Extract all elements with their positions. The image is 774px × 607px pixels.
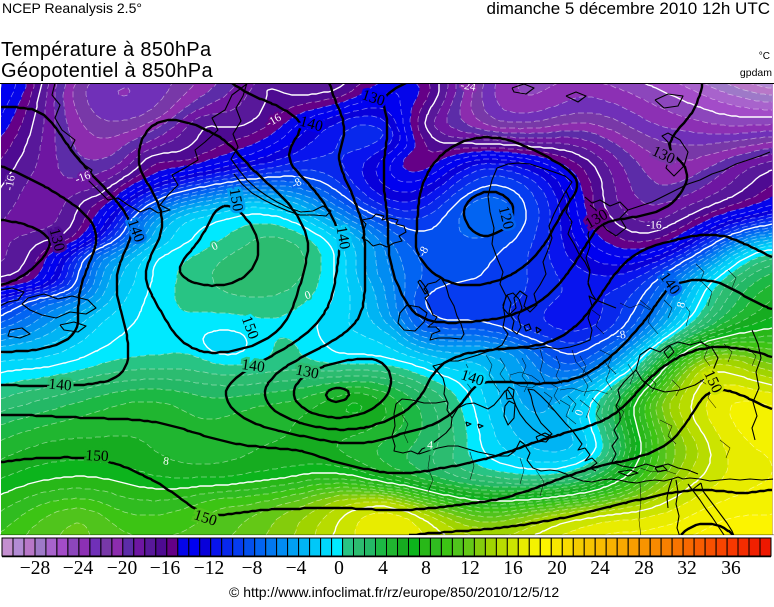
svg-text:-8: -8 (615, 329, 627, 343)
svg-text:20: 20 (547, 558, 567, 579)
svg-text:0: 0 (334, 558, 344, 579)
svg-text:140: 140 (48, 376, 73, 395)
svg-text:4: 4 (378, 558, 388, 579)
svg-text:12: 12 (460, 558, 480, 579)
svg-text:−16: −16 (150, 558, 181, 579)
svg-text:−12: −12 (194, 558, 225, 579)
svg-text:8: 8 (421, 558, 431, 579)
svg-text:−4: −4 (286, 558, 307, 579)
svg-text:-16: -16 (3, 174, 18, 191)
svg-text:24: 24 (590, 558, 610, 579)
svg-text:150: 150 (85, 447, 109, 465)
svg-text:28: 28 (634, 558, 654, 579)
svg-text:8: 8 (162, 455, 170, 468)
svg-text:4: 4 (427, 439, 434, 451)
svg-text:36: 36 (721, 558, 741, 579)
svg-text:-16: -16 (646, 220, 662, 232)
svg-text:−8: −8 (242, 558, 263, 579)
svg-text:16: 16 (503, 558, 523, 579)
svg-text:−28: −28 (20, 558, 51, 579)
svg-text:140: 140 (240, 356, 266, 376)
svg-text:−20: −20 (107, 558, 138, 579)
svg-text:−24: −24 (63, 558, 94, 579)
svg-text:32: 32 (677, 558, 697, 579)
